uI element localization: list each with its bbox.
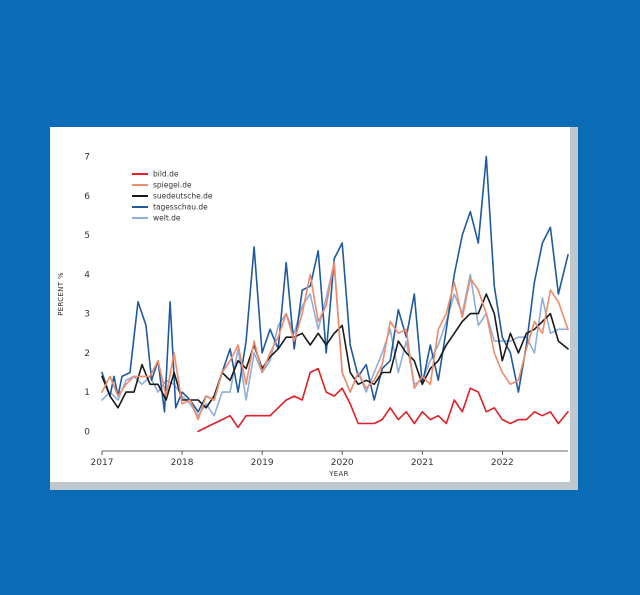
legend-label-welt-de: welt.de xyxy=(153,214,181,223)
plot-panel: 2017 2018 2019 2020 2021 2022 0 1 2 3 4 5 6 7 YEAR PERC… xyxy=(50,127,570,482)
y-tick-label: 1 xyxy=(84,388,90,398)
figure-card: 2017 2018 2019 2020 2021 2022 0 1 2 3 4 5 6 7 YEAR PERC… xyxy=(50,127,578,490)
legend-label-spiegel-de: spiegel.de xyxy=(153,181,192,190)
x-axis-title: YEAR xyxy=(328,470,349,478)
y-tick-label: 7 xyxy=(84,153,90,163)
line-chart: 2017 2018 2019 2020 2021 2022 0 1 2 3 4 5 6 7 YEAR PERC… xyxy=(57,153,569,478)
series-line-bild-de xyxy=(197,367,569,433)
y-tick-label: 4 xyxy=(84,270,90,280)
x-tick-label: 2017 xyxy=(91,458,114,468)
y-tick-label: 2 xyxy=(84,349,90,359)
series-line-spiegel-de xyxy=(101,261,569,421)
y-tick-label: 3 xyxy=(84,310,90,320)
y-tick-label: 6 xyxy=(84,192,90,202)
x-tick-label: 2020 xyxy=(331,458,354,468)
legend-label-bild-de: bild.de xyxy=(153,170,179,179)
y-tick-label: 0 xyxy=(84,427,90,437)
x-tick-label: 2021 xyxy=(411,458,434,468)
x-tick-label: 2018 xyxy=(171,458,194,468)
y-tick-label: 5 xyxy=(84,231,90,241)
x-tick-label: 2019 xyxy=(251,458,274,468)
series-group xyxy=(101,155,569,433)
x-tick-label: 2022 xyxy=(491,458,514,468)
y-axis-title: PERCENT % xyxy=(57,272,65,316)
axes: 2017 2018 2019 2020 2021 2022 0 1 2 3 4 5 6 7 YEAR PERC… xyxy=(57,153,568,478)
legend: bild.de spiegel.de suedeutsche.de tagesscha… xyxy=(132,170,213,223)
legend-label-suedeutsche-de: suedeutsche.de xyxy=(153,192,213,201)
legend-label-tagesschau-de: tagesschau.de xyxy=(153,203,208,212)
